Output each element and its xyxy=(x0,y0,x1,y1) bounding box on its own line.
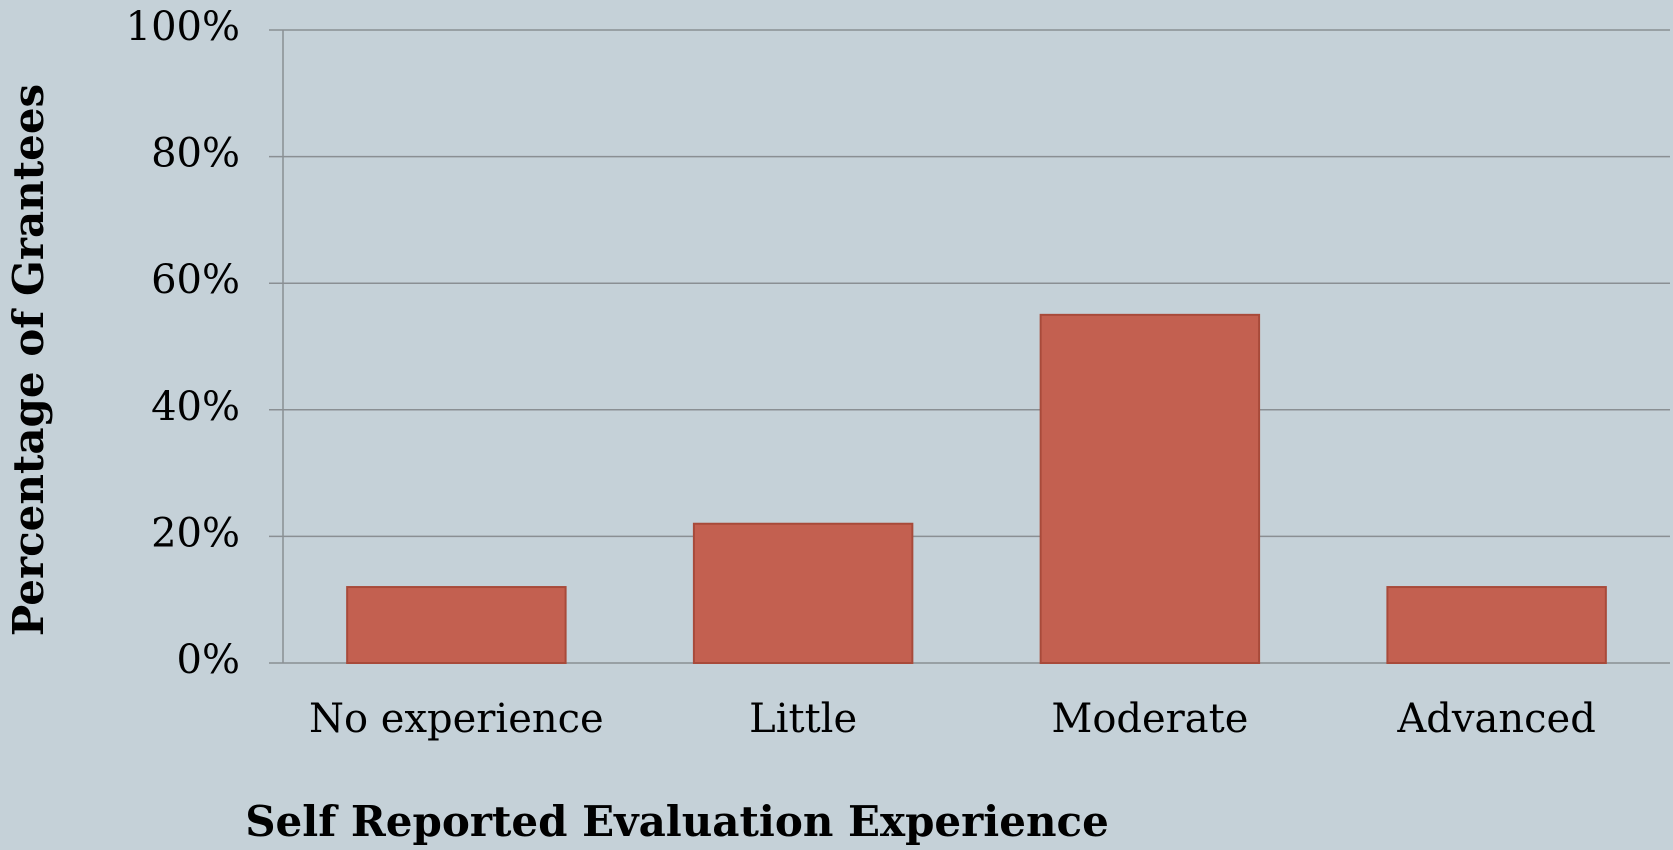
y-tick-label: 100% xyxy=(126,4,240,50)
y-axis-title: Percentage of Grantees xyxy=(4,84,53,636)
bar xyxy=(692,522,914,664)
x-tick-label: Advanced xyxy=(1396,696,1595,742)
bar xyxy=(1039,313,1261,664)
bar xyxy=(346,586,567,664)
y-tick-label: 60% xyxy=(151,257,240,303)
y-tick-label: 0% xyxy=(177,637,240,683)
x-tick-label: Little xyxy=(749,696,857,742)
x-axis-title: Self Reported Evaluation Experience xyxy=(245,797,1109,846)
y-tick-label: 40% xyxy=(151,384,240,430)
x-tick-label: Moderate xyxy=(1051,696,1248,742)
y-tick-label: 80% xyxy=(151,131,240,177)
y-tick-label: 20% xyxy=(151,510,240,556)
bar xyxy=(1386,586,1607,664)
x-tick-label: No experience xyxy=(309,696,604,742)
